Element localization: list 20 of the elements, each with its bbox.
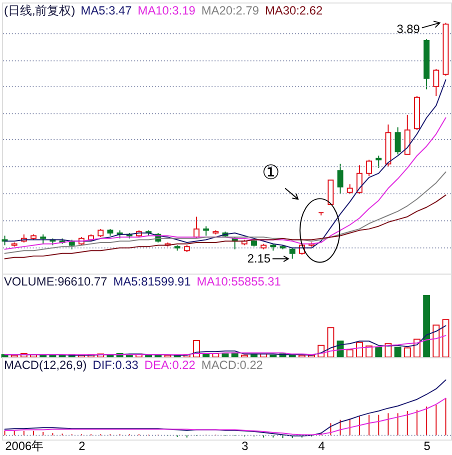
text: MA5:81599.91 xyxy=(113,274,192,289)
text: MA10:3.19 xyxy=(138,3,196,18)
text: MA10:55855.31 xyxy=(196,274,282,289)
annotation: 3.89 xyxy=(396,22,420,36)
text: MACD:0.22 xyxy=(201,358,264,372)
chart-title: VOLUME:96610.77 xyxy=(4,274,108,289)
text: MA5:3.47 xyxy=(80,3,132,18)
text: MA30:2.62 xyxy=(264,3,323,18)
text: DIF:0.33 xyxy=(92,358,139,372)
chart-title: MACD(12,26,9) xyxy=(4,358,87,372)
annotation: ① xyxy=(262,161,280,184)
text: MA20:2.79 xyxy=(201,3,260,18)
x-tick-label: 4 xyxy=(318,439,326,454)
x-tick-label: 2 xyxy=(78,439,86,454)
x-tick-label: 3 xyxy=(242,439,249,454)
x-tick-label: 5 xyxy=(424,439,431,454)
text: DEA:0.22 xyxy=(144,358,196,372)
annotation: 2.15 xyxy=(247,252,271,266)
chart-title: (日线,前复权) xyxy=(4,3,76,18)
x-tick-label: 2006年 xyxy=(5,439,44,454)
